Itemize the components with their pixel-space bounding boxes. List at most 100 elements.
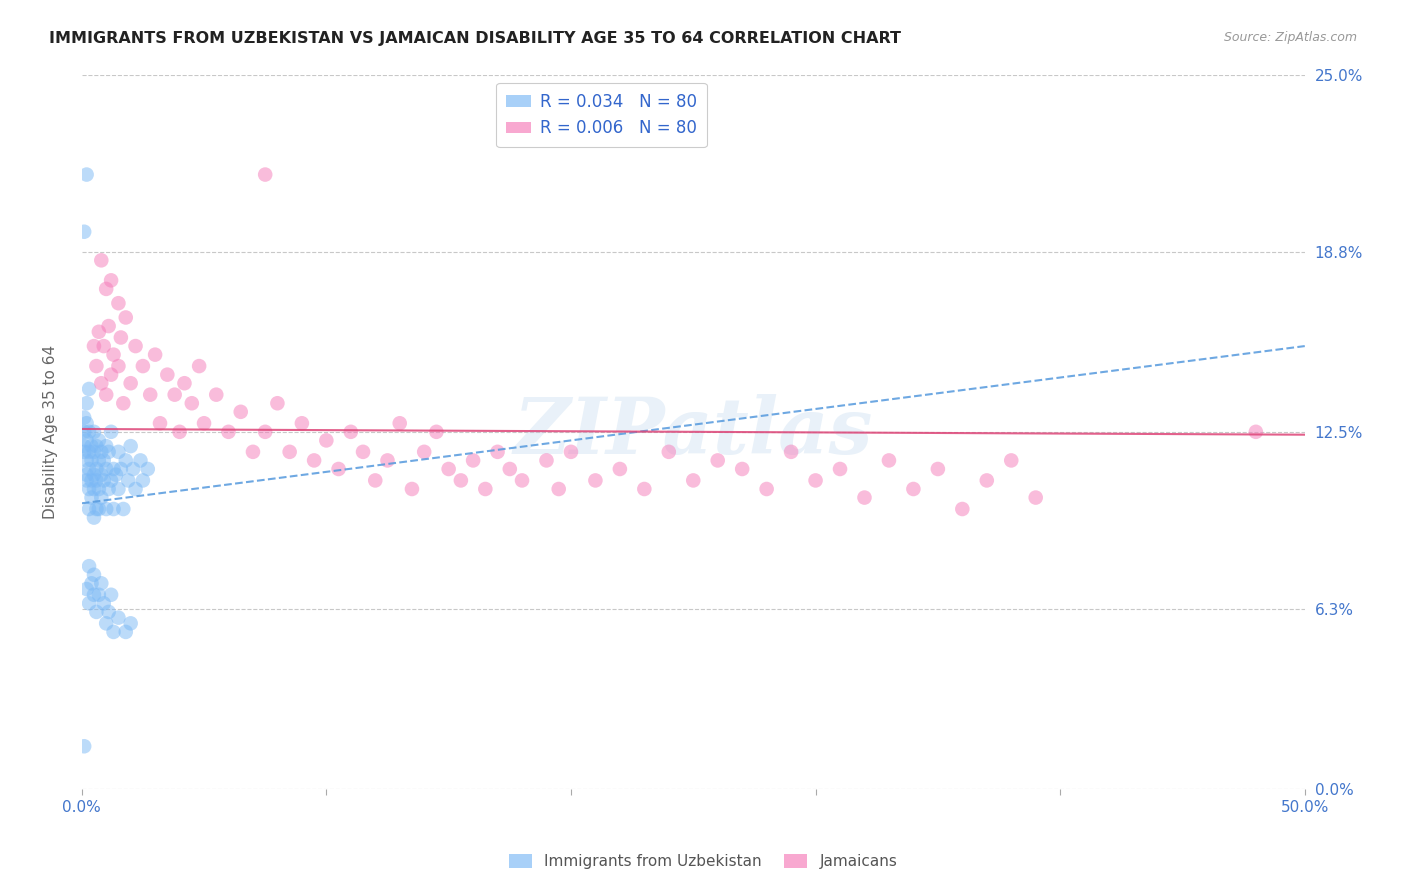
Point xyxy=(87,453,110,467)
Point xyxy=(450,474,472,488)
Legend: R = 0.034   N = 80, R = 0.006   N = 80: R = 0.034 N = 80, R = 0.006 N = 80 xyxy=(496,83,707,147)
Point xyxy=(97,319,120,334)
Point xyxy=(117,474,139,488)
Point xyxy=(90,576,112,591)
Point xyxy=(536,453,558,467)
Point xyxy=(156,368,179,382)
Point xyxy=(77,596,100,610)
Point xyxy=(364,474,387,488)
Point xyxy=(93,453,115,467)
Point xyxy=(90,253,112,268)
Point xyxy=(107,610,129,624)
Point xyxy=(86,502,108,516)
Point xyxy=(76,467,98,482)
Point xyxy=(76,168,98,182)
Point xyxy=(103,348,125,362)
Point xyxy=(461,453,484,467)
Point xyxy=(755,482,778,496)
Point xyxy=(100,368,122,382)
Point xyxy=(77,502,100,516)
Point xyxy=(80,491,103,505)
Point xyxy=(780,445,803,459)
Point xyxy=(90,376,112,391)
Point xyxy=(80,474,103,488)
Point xyxy=(100,273,122,287)
Point xyxy=(86,462,108,476)
Point xyxy=(83,425,105,439)
Point xyxy=(486,445,509,459)
Point xyxy=(96,282,118,296)
Point xyxy=(682,474,704,488)
Point xyxy=(804,474,827,488)
Point xyxy=(96,439,118,453)
Point xyxy=(315,434,337,448)
Point xyxy=(107,296,129,310)
Point xyxy=(86,439,108,453)
Point xyxy=(103,624,125,639)
Point xyxy=(83,467,105,482)
Point xyxy=(77,382,100,396)
Point xyxy=(132,474,155,488)
Point xyxy=(143,348,166,362)
Point xyxy=(877,453,900,467)
Point xyxy=(77,425,100,439)
Point xyxy=(104,467,127,482)
Point xyxy=(77,445,100,459)
Point xyxy=(110,330,132,344)
Point xyxy=(1025,491,1047,505)
Point xyxy=(499,462,522,476)
Point xyxy=(73,445,96,459)
Point xyxy=(731,462,754,476)
Point xyxy=(169,425,191,439)
Point xyxy=(401,482,423,496)
Point xyxy=(96,502,118,516)
Point xyxy=(425,425,447,439)
Point xyxy=(510,474,533,488)
Point xyxy=(76,582,98,596)
Point xyxy=(583,474,606,488)
Point xyxy=(173,376,195,391)
Point xyxy=(706,453,728,467)
Point xyxy=(205,387,228,401)
Point xyxy=(229,405,252,419)
Point xyxy=(388,417,411,431)
Point xyxy=(266,396,288,410)
Point xyxy=(474,482,496,496)
Point xyxy=(188,359,211,373)
Point xyxy=(73,410,96,425)
Point xyxy=(633,482,655,496)
Point xyxy=(73,439,96,453)
Point xyxy=(77,482,100,496)
Point xyxy=(254,425,277,439)
Point xyxy=(1000,453,1022,467)
Point xyxy=(87,482,110,496)
Point xyxy=(193,417,215,431)
Point xyxy=(86,359,108,373)
Point xyxy=(103,502,125,516)
Point xyxy=(547,482,569,496)
Point xyxy=(302,453,325,467)
Point xyxy=(903,482,925,496)
Point xyxy=(120,616,142,631)
Point xyxy=(86,474,108,488)
Point xyxy=(83,588,105,602)
Point xyxy=(76,396,98,410)
Point xyxy=(90,467,112,482)
Point xyxy=(352,445,374,459)
Point xyxy=(254,168,277,182)
Point xyxy=(129,453,152,467)
Point xyxy=(114,310,136,325)
Point xyxy=(1244,425,1267,439)
Point xyxy=(76,474,98,488)
Point xyxy=(90,491,112,505)
Point xyxy=(80,576,103,591)
Point xyxy=(120,439,142,453)
Point xyxy=(328,462,350,476)
Point xyxy=(278,445,301,459)
Point xyxy=(96,462,118,476)
Point xyxy=(76,434,98,448)
Point xyxy=(87,588,110,602)
Point xyxy=(560,445,582,459)
Point xyxy=(96,387,118,401)
Point xyxy=(828,462,851,476)
